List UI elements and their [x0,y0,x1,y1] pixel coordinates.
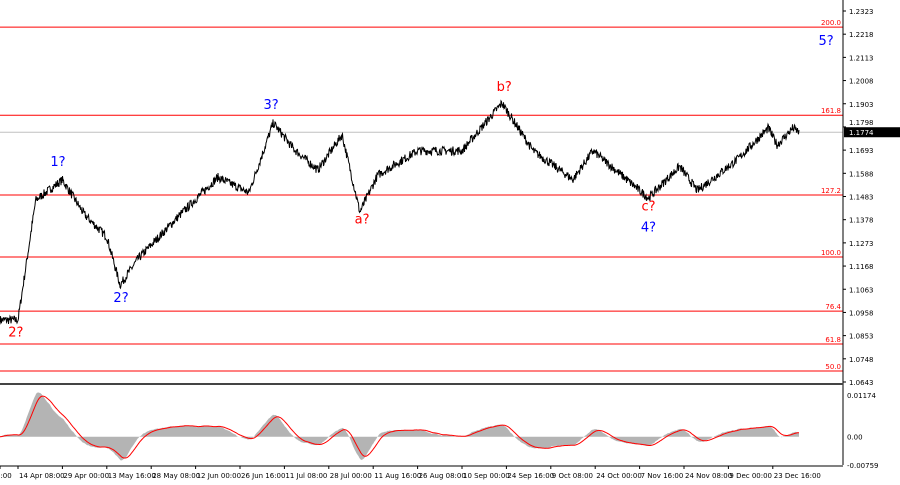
oscillator-histogram [0,392,799,461]
y-tick-label: 1.0748 [849,356,874,364]
wave-label: 2? [8,325,23,340]
x-tick-label: 14 Apr 08:00 [19,472,65,480]
fib-label: 161.8 [821,107,841,115]
x-tick-label: 24 Oct 00:00 [596,472,642,480]
y-tick-label: 1.0643 [849,379,874,387]
y-tick-label: 1.1693 [849,147,874,155]
y-tick-label: 1.2008 [849,78,874,86]
osc-tick-label: 0.00 [847,434,863,442]
x-tick-label: 9 Oct 08:00 [552,472,593,480]
wave-label: a? [355,213,370,228]
wave-label: 2? [113,291,128,306]
price-line [0,99,800,325]
y-tick-label: 1.1588 [849,170,874,178]
y-tick-label: 1.1798 [849,119,874,127]
osc-tick-label: 0.01174 [847,392,876,400]
y-tick-label: 1.0958 [849,309,874,317]
y-tick-label: 1.1378 [849,217,874,225]
oscillator-signal-line [0,395,799,459]
fib-label: 50.0 [825,363,841,371]
wave-label: 3? [263,98,278,113]
wave-label: 5? [818,34,833,49]
y-tick-label: 1.2218 [849,31,874,39]
y-tick-label: 1.1903 [849,101,874,109]
x-tick-label: 13 May 16:00 [108,472,156,480]
x-tick-label: 11 Aug 16:00 [374,472,421,480]
x-tick-label: 12 Jun 00:00 [197,472,241,480]
x-tick-label: 26 Aug 08:00 [419,472,466,480]
fib-label: 100.0 [821,249,841,257]
x-tick-label: 28 Jul 00:00 [330,472,372,480]
y-tick-label: 1.1273 [849,240,874,248]
osc-tick-label: -0.00759 [847,462,878,470]
y-tick-label: 1.1063 [849,286,874,294]
fib-label: 61.8 [825,336,841,344]
x-tick-label: 6:00 [0,472,12,480]
x-tick-label: 24 Nov 08:00 [685,472,732,480]
x-tick-label: 23 Dec 16:00 [774,472,821,480]
y-tick-label: 1.2113 [849,54,874,62]
y-tick-label: 1.1483 [849,194,874,202]
y-tick-label: 1.0853 [849,333,874,341]
x-tick-label: 28 May 08:00 [152,472,200,480]
x-tick-label: 9 Dec 00:00 [729,472,772,480]
fib-label: 200.0 [821,19,841,27]
fib-label: 76.4 [825,303,841,311]
x-tick-label: 11 Jul 08:00 [285,472,327,480]
wave-label: 1? [50,155,65,170]
x-tick-label: 24 Sep 16:00 [507,472,554,480]
x-tick-label: 26 Jun 16:00 [241,472,285,480]
y-tick-label: 1.2323 [849,8,874,16]
x-tick-label: 29 Apr 00:00 [63,472,109,480]
last-price-label: 1.1774 [849,129,874,137]
wave-label: c? [641,199,655,214]
wave-label: 4? [641,220,656,235]
x-tick-label: 10 Sep 00:00 [463,472,510,480]
last-price-box [844,127,900,138]
x-tick-label: 7 Nov 16:00 [641,472,684,480]
wave-label: b? [497,80,512,95]
y-tick-label: 1.1168 [849,263,874,271]
fib-label: 127.2 [821,187,841,195]
